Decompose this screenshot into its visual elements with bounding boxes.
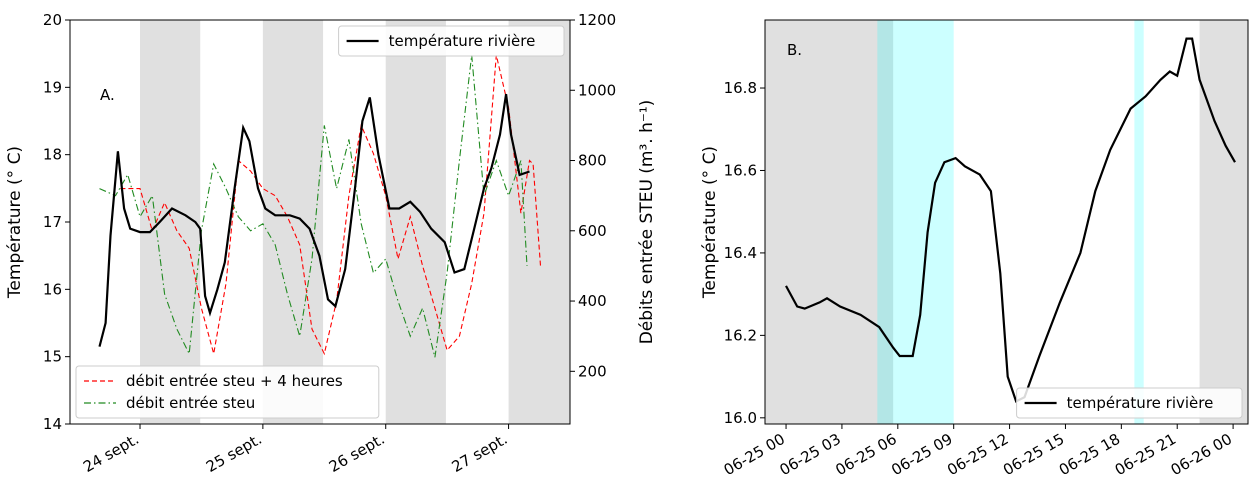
y2-tick-label: 800 [578,152,607,170]
y-tick-label: 16.2 [724,326,757,344]
y-tick-label: 19 [43,78,62,96]
plot-area [98,20,570,424]
annotation: B. [787,41,802,59]
legend-box [1016,387,1243,419]
axes-frame [764,19,1249,425]
band [140,20,201,424]
x-tick-label: 26 sept. [326,430,388,476]
y-tick-label: 20 [43,11,62,29]
y2-tick-label: 400 [578,292,607,310]
y-tick-label: 16.6 [724,161,757,179]
x-tick-label: 06-25 09 [888,430,955,479]
legend-label: débit entrée steu + 4 heures [126,372,343,390]
legend-box [75,365,380,419]
x-tick-label: 06-25 03 [777,430,844,479]
y-tick-label: 18 [43,146,62,164]
legend-label: température rivière [1067,394,1214,412]
band [508,20,570,424]
band [1199,20,1248,424]
y2-tick-label: 600 [578,222,607,240]
line [785,37,1236,403]
band [385,20,446,424]
legend: température rivière [1016,387,1243,419]
y-tick-label: 16.0 [724,409,757,427]
legend: température rivière [338,25,565,57]
y-tick-label: 16.8 [724,79,757,97]
y2-tick-label: 1000 [578,81,616,99]
legend-box [338,25,565,57]
x-tick-label: 06-25 21 [1112,430,1179,479]
x-tick-label: 24 sept. [80,430,142,476]
line [98,93,530,347]
x-tick-label: 06-25 00 [721,430,788,479]
y2-axis-label: Débits entrée STEU (m³. h⁻¹) [637,100,657,345]
plot-area [765,20,1248,424]
y-tick-label: 14 [43,415,62,433]
x-tick-label: 27 sept. [449,430,511,476]
y-tick-label: 16 [43,280,62,298]
legend-label: débit entrée steu [126,394,255,412]
x-tick-label: 06-25 12 [944,430,1011,479]
band [877,20,954,424]
legend: débit entrée steu + 4 heures débit entrée… [75,365,380,419]
x-tick-label: 06-25 06 [832,430,899,479]
x-tick-label: 06-25 15 [1000,430,1067,479]
y-tick-label: 15 [43,348,62,366]
band [262,20,324,424]
annotation: A. [100,86,115,104]
legend-label: température rivière [389,32,536,50]
y-axis-label: Température (° C) [5,146,25,299]
line [120,54,542,356]
band [1134,20,1144,424]
y-tick-label: 16.4 [724,244,757,262]
y-tick-label: 17 [43,213,62,231]
y2-tick-label: 200 [578,362,607,380]
band [765,20,894,424]
y2-tick-label: 1200 [578,11,616,29]
x-tick-label: 06-26 00 [1168,430,1235,479]
x-tick-label: 06-25 18 [1056,430,1123,479]
y-axis-label: Température (° C) [700,146,720,299]
x-tick-label: 25 sept. [203,430,265,476]
